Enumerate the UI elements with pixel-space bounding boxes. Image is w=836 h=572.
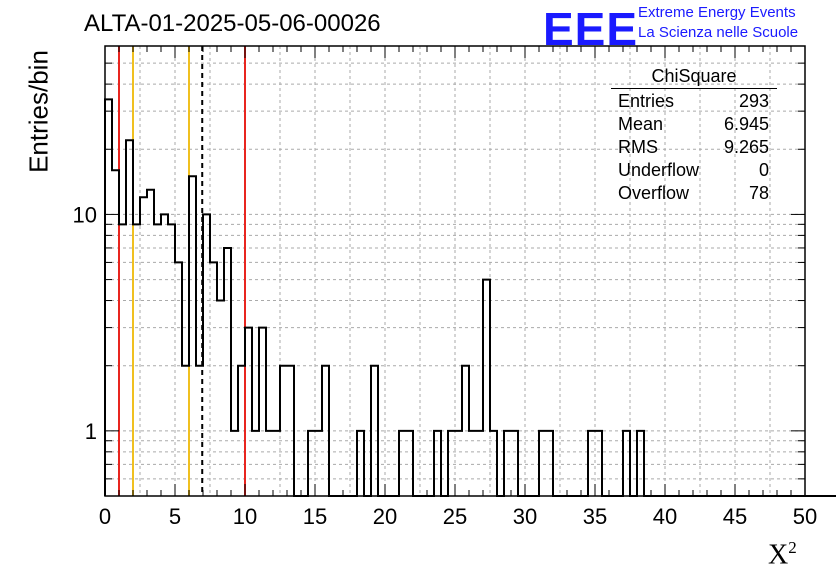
- x-tick-label: 50: [793, 504, 817, 529]
- stats-row-rms: RMS 9.265: [611, 136, 777, 159]
- logo-caption: Extreme Energy Events La Scienza nelle S…: [638, 3, 798, 43]
- logo-line-2: La Scienza nelle Scuole: [638, 24, 799, 41]
- stats-row-mean: Mean 6.945: [611, 113, 777, 136]
- stats-row-entries: Entries 293: [611, 90, 777, 113]
- x-axis-label-base: X: [768, 539, 789, 571]
- stats-row-overflow: Overflow 78: [611, 182, 777, 205]
- y-axis-label: Entries/bin: [23, 50, 54, 173]
- stats-label: Overflow: [618, 183, 690, 203]
- x-tick-label: 25: [443, 504, 467, 529]
- x-axis-label-sup: 2: [788, 538, 797, 557]
- stats-label: Underflow: [618, 160, 700, 180]
- x-tick-label: 0: [99, 504, 111, 529]
- stats-title: ChiSquare: [611, 66, 777, 89]
- x-axis-label: X2: [768, 538, 797, 571]
- stats-value: 0: [758, 160, 769, 180]
- x-tick-label: 35: [583, 504, 607, 529]
- stats-value: 293: [738, 91, 769, 111]
- stats-label: Entries: [618, 91, 675, 111]
- y-tick-label: 1: [85, 419, 97, 444]
- eee-logo: EEE: [543, 3, 639, 55]
- x-tick-label: 30: [513, 504, 537, 529]
- stats-value: 6.945: [723, 114, 769, 134]
- x-tick-label: 40: [653, 504, 677, 529]
- y-tick-label: 10: [73, 202, 97, 227]
- x-tick-label: 10: [233, 504, 257, 529]
- stats-value: 78: [748, 183, 769, 203]
- x-tick-label: 5: [169, 504, 181, 529]
- page-title: ALTA-01-2025-05-06-00026: [84, 10, 381, 37]
- stats-label: RMS: [618, 137, 658, 157]
- stats-box: ChiSquare Entries 293 Mean 6.945 RMS 9.265 …: [611, 66, 777, 205]
- x-tick-label: 15: [303, 504, 327, 529]
- stats-value: 9.265: [723, 137, 769, 157]
- stats-row-underflow: Underflow 0: [611, 159, 777, 182]
- x-tick-label: 45: [723, 504, 747, 529]
- x-tick-label: 20: [373, 504, 397, 529]
- stats-label: Mean: [618, 114, 664, 134]
- logo-line-1: Extreme Energy Events: [638, 4, 796, 21]
- histogram-outline: [104, 98, 836, 497]
